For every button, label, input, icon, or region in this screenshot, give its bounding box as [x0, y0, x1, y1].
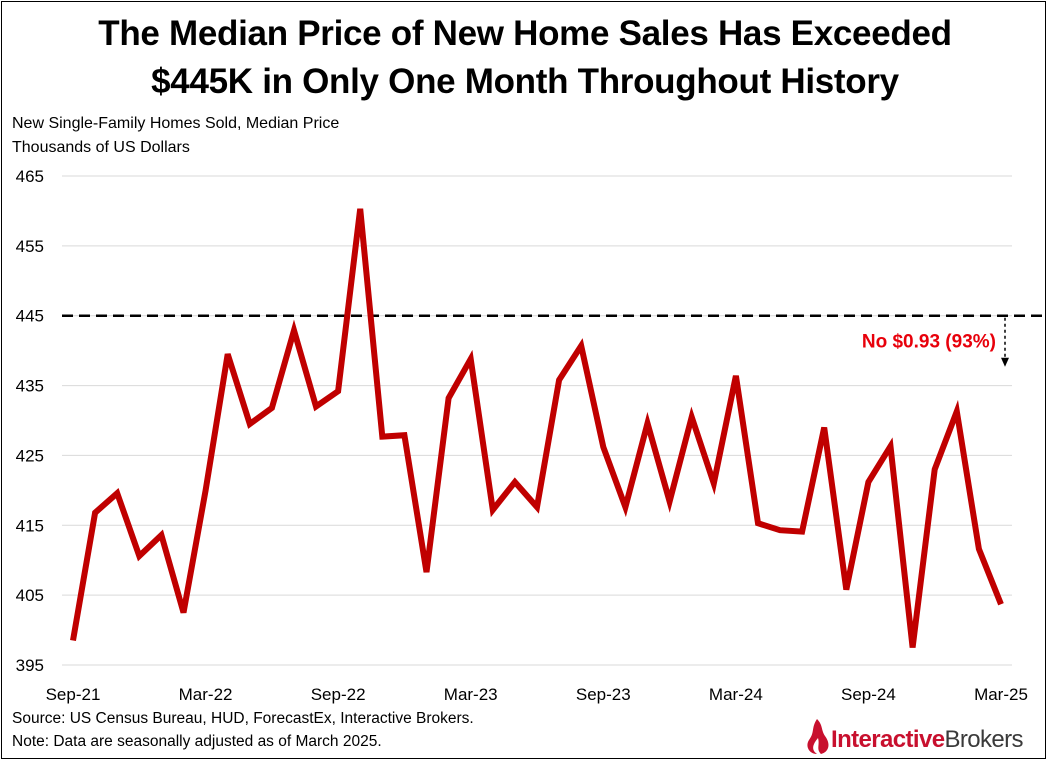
x-tick-label: Mar-23: [444, 685, 498, 704]
x-tick-label: Sep-23: [576, 685, 631, 704]
x-tick-label: Mar-22: [179, 685, 233, 704]
x-tick-label: Sep-22: [311, 685, 366, 704]
chart-title-line1: The Median Price of New Home Sales Has E…: [98, 14, 952, 53]
x-tick-label: Sep-24: [841, 685, 896, 704]
logo-text-brokers: Brokers: [944, 726, 1023, 753]
annotation-label: No $0.93 (93%): [862, 332, 996, 353]
logo-text-interactive: Interactive: [831, 726, 945, 753]
y-axis-unit-label: Thousands of US Dollars: [12, 139, 190, 156]
y-tick-label: 405: [16, 586, 44, 605]
x-tick-label: Mar-25: [974, 685, 1028, 704]
x-tick-label: Sep-21: [46, 685, 101, 704]
data-note: Note: Data are seasonally adjusted as of…: [12, 733, 382, 750]
y-tick-label: 395: [16, 656, 44, 675]
flame-icon: [807, 719, 829, 754]
source-note: Source: US Census Bureau, HUD, ForecastE…: [12, 710, 474, 727]
series-line-median-price: [70, 208, 1004, 648]
x-tick-label: Mar-24: [709, 685, 763, 704]
y-tick-label: 415: [16, 516, 44, 535]
chart-subtitle: New Single-Family Homes Sold, Median Pri…: [12, 115, 340, 132]
y-tick-label: 445: [16, 307, 44, 326]
y-tick-label: 465: [16, 167, 44, 186]
y-tick-label: 455: [16, 237, 44, 256]
y-tick-label: 435: [16, 377, 44, 396]
y-tick-label: 425: [16, 446, 44, 465]
annotation-arrowhead: [1001, 357, 1009, 367]
interactive-brokers-logo: InteractiveBrokers: [803, 716, 1038, 756]
chart-title-line2: $445K in Only One Month Throughout Histo…: [151, 62, 899, 101]
